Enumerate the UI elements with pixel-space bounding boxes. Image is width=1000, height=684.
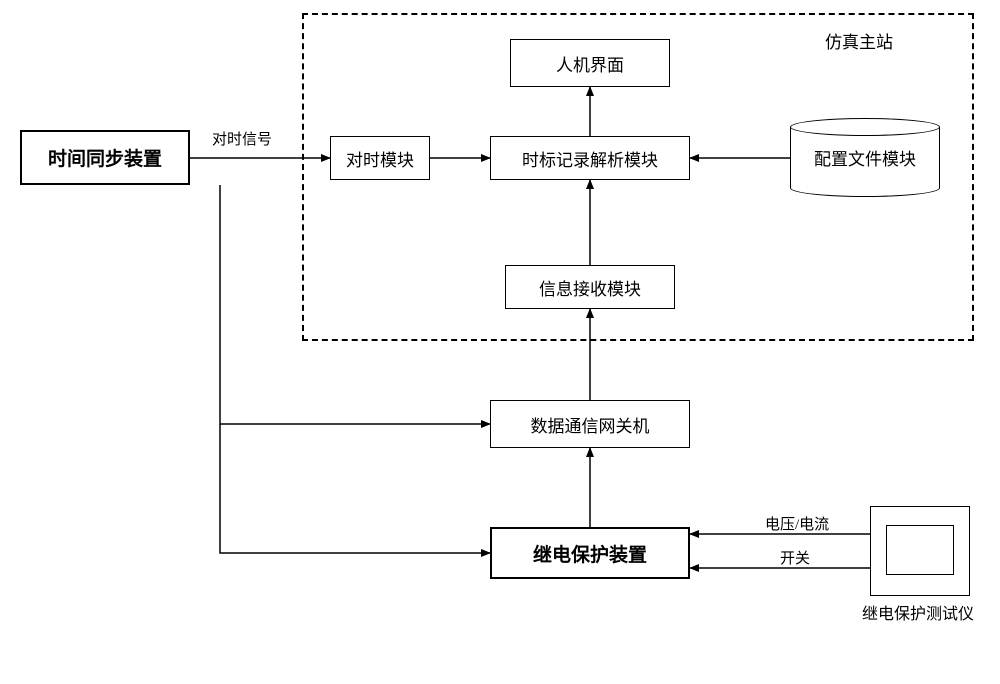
data-gateway-box: 数据通信网关机 — [490, 400, 690, 448]
config-file-module-cylinder: 配置文件模块 — [790, 118, 940, 206]
clock-module-box: 对时模块 — [330, 136, 430, 180]
edge-label-voltage-current: 电压/电流 — [765, 513, 829, 534]
tester-caption: 继电保护测试仪 — [862, 600, 974, 624]
info-receiver-box: 信息接收模块 — [505, 265, 675, 309]
relay-protection-device-box: 继电保护装置 — [490, 527, 690, 579]
hmi-box: 人机界面 — [510, 39, 670, 87]
container-title: 仿真主站 — [825, 28, 893, 53]
edge-label-clock-signal: 对时信号 — [212, 128, 272, 149]
diagram-canvas: 仿真主站 时间同步装置 对时模块 人机界面 时标记录解析模块 配置文件模块 信息… — [0, 0, 1000, 684]
config-label: 配置文件模块 — [814, 145, 916, 170]
timestamp-parser-box: 时标记录解析模块 — [490, 136, 690, 180]
time-sync-device-box: 时间同步装置 — [20, 130, 190, 185]
relay-tester-box — [870, 506, 970, 596]
edge-label-switch: 开关 — [780, 547, 810, 568]
tester-screen — [886, 525, 954, 575]
